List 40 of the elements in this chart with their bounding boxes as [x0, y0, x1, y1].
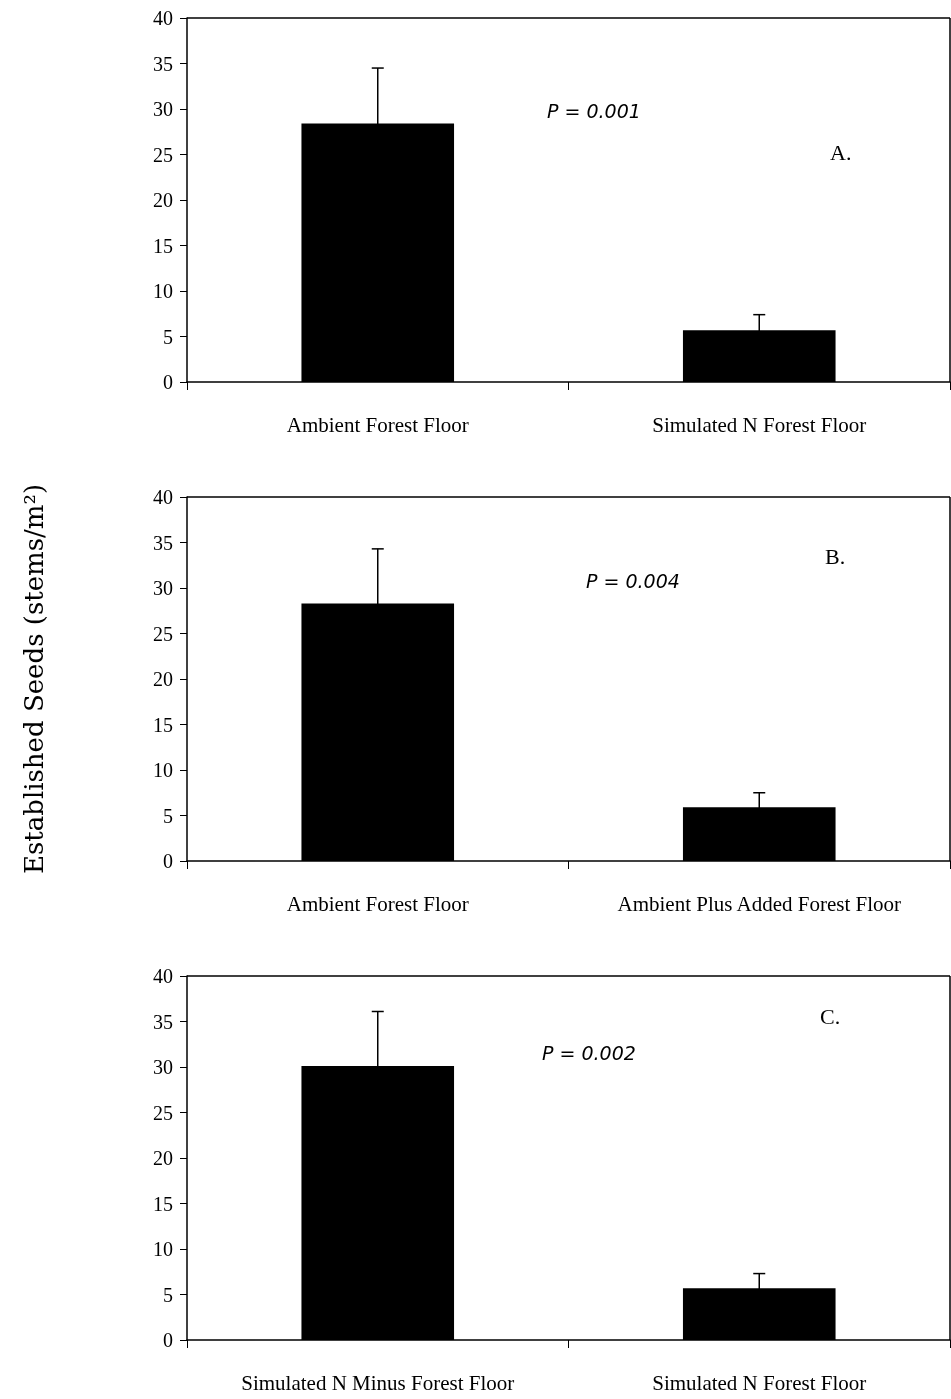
y-tick-label: 25 [153, 143, 173, 166]
x-tick-label: Ambient Plus Added Forest Floor [617, 891, 902, 916]
y-tick-label: 15 [153, 1192, 173, 1215]
y-tick-label: 0 [163, 371, 173, 393]
y-tick-label: 20 [153, 189, 173, 211]
annotation: P = 0.002 [542, 1041, 636, 1064]
y-tick-label: 0 [163, 850, 173, 872]
annotation: C. [820, 1003, 841, 1029]
x-tick-label: Ambient Forest Floor [286, 412, 469, 437]
y-tick-label: 35 [153, 1010, 173, 1033]
annotation: A. [830, 139, 852, 165]
annotation: P = 0.004 [586, 569, 680, 592]
y-tick-label: 15 [153, 713, 173, 736]
y-tick-label: 20 [153, 668, 173, 690]
y-tick-label: 30 [153, 577, 173, 599]
y-tick-label: 25 [153, 1101, 173, 1124]
annotation: P = 0.001 [547, 99, 641, 122]
x-tick-label: Simulated N Minus Forest Floor [241, 1370, 515, 1395]
y-tick-label: 0 [163, 1329, 173, 1351]
y-tick-label: 35 [153, 531, 173, 554]
y-tick-label: 10 [153, 759, 173, 781]
y-axis-title: Established Seeds (stems/m²) [19, 483, 49, 875]
x-tick-label: Simulated N Forest Floor [652, 412, 867, 437]
y-tick-label: 5 [163, 325, 173, 348]
y-tick-label: 10 [153, 1238, 173, 1260]
y-tick-label: 40 [153, 486, 173, 508]
y-tick-label: 40 [153, 7, 173, 29]
y-tick-label: 5 [163, 1283, 173, 1306]
annotation: B. [825, 543, 846, 569]
y-tick-label: 30 [153, 98, 173, 120]
y-tick-label: 20 [153, 1147, 173, 1169]
y-tick-label: 40 [153, 965, 173, 987]
y-tick-label: 15 [153, 234, 173, 257]
y-tick-label: 25 [153, 622, 173, 645]
y-tick-label: 30 [153, 1056, 173, 1078]
y-tick-label: 5 [163, 804, 173, 827]
y-tick-label: 35 [153, 52, 173, 75]
y-tick-label: 10 [153, 280, 173, 302]
x-tick-label: Ambient Forest Floor [286, 891, 469, 916]
x-tick-label: Simulated N Forest Floor [652, 1370, 867, 1395]
